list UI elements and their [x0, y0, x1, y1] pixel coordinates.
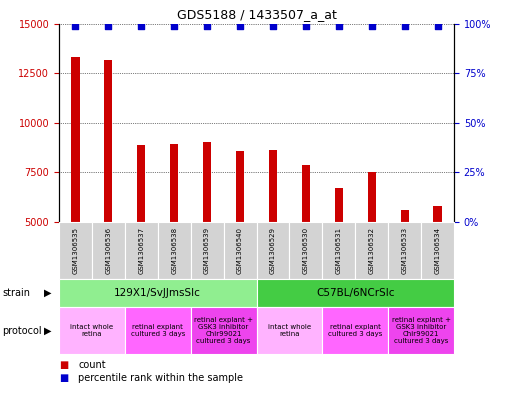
Point — [433, 22, 442, 29]
Text: C57BL/6NCrSlc: C57BL/6NCrSlc — [316, 288, 394, 298]
Text: intact whole
retina: intact whole retina — [268, 324, 311, 337]
Point — [302, 22, 310, 29]
Bar — [302, 165, 310, 321]
Point — [236, 22, 244, 29]
Bar — [203, 141, 211, 321]
Bar — [170, 144, 179, 321]
Point — [71, 22, 80, 29]
Title: GDS5188 / 1433507_a_at: GDS5188 / 1433507_a_at — [176, 8, 337, 21]
Text: 129X1/SvJJmsSlc: 129X1/SvJJmsSlc — [114, 288, 201, 298]
Bar — [137, 145, 145, 321]
Text: ■: ■ — [59, 373, 68, 383]
Text: GSM1306538: GSM1306538 — [171, 227, 177, 274]
Point — [401, 22, 409, 29]
Bar — [401, 210, 409, 321]
Text: ▶: ▶ — [44, 325, 51, 336]
Bar — [236, 151, 244, 321]
Point — [334, 22, 343, 29]
Text: GSM1306530: GSM1306530 — [303, 227, 309, 274]
Text: GSM1306537: GSM1306537 — [139, 227, 144, 274]
Bar — [334, 188, 343, 321]
Text: GSM1306533: GSM1306533 — [402, 227, 408, 274]
Bar — [433, 206, 442, 321]
Text: GSM1306529: GSM1306529 — [270, 227, 276, 274]
Text: GSM1306532: GSM1306532 — [369, 227, 374, 274]
Bar — [104, 60, 112, 321]
Text: protocol: protocol — [3, 325, 42, 336]
Point — [269, 22, 277, 29]
Text: GSM1306531: GSM1306531 — [336, 227, 342, 274]
Text: intact whole
retina: intact whole retina — [70, 324, 113, 337]
Text: GSM1306536: GSM1306536 — [105, 227, 111, 274]
Text: retinal explant
cultured 3 days: retinal explant cultured 3 days — [328, 324, 382, 337]
Point — [170, 22, 179, 29]
Point — [104, 22, 112, 29]
Point — [137, 22, 145, 29]
Point — [203, 22, 211, 29]
Point — [368, 22, 376, 29]
Text: GSM1306539: GSM1306539 — [204, 227, 210, 274]
Text: retinal explant
cultured 3 days: retinal explant cultured 3 days — [131, 324, 185, 337]
Bar — [71, 57, 80, 321]
Text: strain: strain — [3, 288, 31, 298]
Bar — [368, 173, 376, 321]
Text: GSM1306534: GSM1306534 — [435, 227, 441, 274]
Text: percentile rank within the sample: percentile rank within the sample — [78, 373, 244, 383]
Text: ▶: ▶ — [44, 288, 51, 298]
Text: GSM1306535: GSM1306535 — [72, 227, 78, 274]
Text: GSM1306540: GSM1306540 — [237, 227, 243, 274]
Text: retinal explant +
GSK3 inhibitor
Chir99021
cultured 3 days: retinal explant + GSK3 inhibitor Chir990… — [194, 317, 253, 344]
Bar — [269, 150, 277, 321]
Text: count: count — [78, 360, 106, 370]
Text: retinal explant +
GSK3 inhibitor
Chir99021
cultured 3 days: retinal explant + GSK3 inhibitor Chir990… — [391, 317, 450, 344]
Text: ■: ■ — [59, 360, 68, 370]
